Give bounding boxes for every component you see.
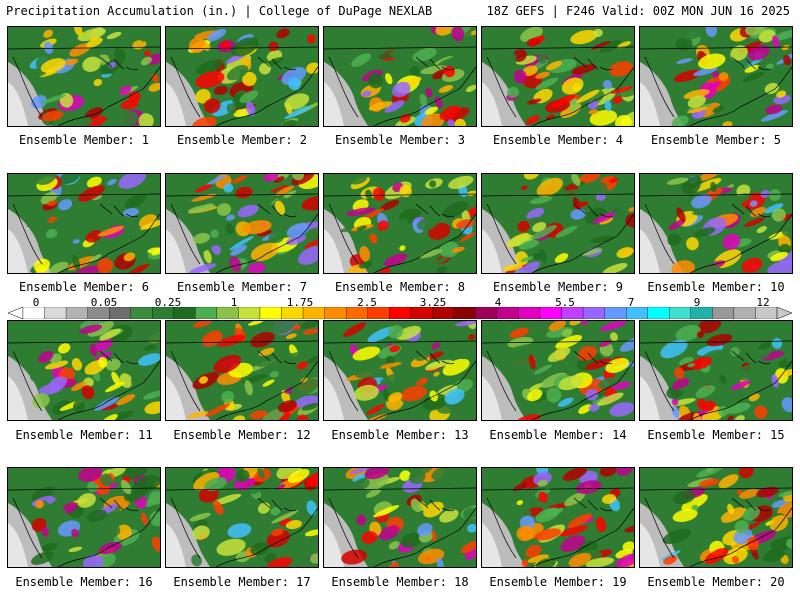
colorbar-tick-label: 3.25 <box>419 296 447 309</box>
precipitation-colorbar <box>8 307 792 319</box>
colorbar-tick-label: 0.05 <box>90 296 118 309</box>
ensemble-member-label: Ensemble Member: 1 <box>18 133 150 147</box>
ensemble-member-label: Ensemble Member: 18 <box>331 575 469 589</box>
ensemble-member-label: Ensemble Member: 7 <box>176 280 308 294</box>
ensemble-map-panel <box>639 173 793 274</box>
colorbar-segment <box>389 307 411 319</box>
ensemble-map-panel <box>165 26 319 127</box>
ensemble-map-panel <box>481 320 635 421</box>
colorbar-tick-label: 0 <box>32 296 40 309</box>
ensemble-map-panel <box>7 26 161 127</box>
precipitation-map <box>8 321 160 420</box>
precipitation-map <box>482 468 634 567</box>
ensemble-map-panel <box>7 320 161 421</box>
colorbar-tick-label: 0.25 <box>154 296 182 309</box>
precipitation-map <box>640 468 792 567</box>
ensemble-member-label: Ensemble Member: 20 <box>647 575 785 589</box>
ensemble-member-label: Ensemble Member: 16 <box>15 575 153 589</box>
ensemble-map-panel <box>323 173 477 274</box>
ensemble-member-label: Ensemble Member: 10 <box>647 280 785 294</box>
ensemble-member-label: Ensemble Member: 2 <box>176 133 308 147</box>
colorbar-segment <box>604 307 627 319</box>
colorbar-segment <box>712 307 735 319</box>
ensemble-member-label: Ensemble Member: 12 <box>173 428 311 442</box>
precipitation-map <box>8 174 160 273</box>
colorbar-tick-label: 7 <box>627 296 635 309</box>
precipitation-map <box>482 27 634 126</box>
precipitation-map <box>324 27 476 126</box>
colorbar-segment <box>195 307 218 319</box>
colorbar-segment <box>453 307 476 319</box>
colorbar-tick-label: 2.5 <box>357 296 377 309</box>
colorbar-segment <box>647 307 670 319</box>
ensemble-map-panel <box>639 320 793 421</box>
colorbar-segment <box>238 307 261 319</box>
ensemble-map-panel <box>481 467 635 568</box>
ensemble-map-panel <box>639 26 793 127</box>
colorbar-segment <box>259 307 282 319</box>
ensemble-map-panel <box>165 467 319 568</box>
ensemble-map-panel <box>165 173 319 274</box>
ensemble-map-panel <box>323 320 477 421</box>
colorbar-segment <box>324 307 347 319</box>
ensemble-map-panel <box>323 467 477 568</box>
colorbar-segment <box>44 307 67 319</box>
precipitation-map <box>166 174 318 273</box>
ensemble-member-label: Ensemble Member: 8 <box>334 280 466 294</box>
ensemble-map-panel <box>7 467 161 568</box>
ensemble-member-label: Ensemble Member: 11 <box>15 428 153 442</box>
ensemble-member-label: Ensemble Member: 3 <box>334 133 466 147</box>
ensemble-map-panel <box>481 26 635 127</box>
precipitation-map <box>482 321 634 420</box>
colorbar-segment <box>582 307 605 319</box>
ensemble-member-label: Ensemble Member: 9 <box>492 280 624 294</box>
colorbar-tick-label: 5.5 <box>555 296 575 309</box>
ensemble-member-label: Ensemble Member: 15 <box>647 428 785 442</box>
ensemble-map-panel <box>165 320 319 421</box>
ensemble-map-panel <box>481 173 635 274</box>
map-title: Precipitation Accumulation (in.) | Colle… <box>6 4 433 18</box>
colorbar-tick-label: 9 <box>693 296 701 309</box>
precipitation-map <box>324 321 476 420</box>
precipitation-map <box>166 27 318 126</box>
precipitation-map <box>640 321 792 420</box>
colorbar-segment <box>669 307 691 319</box>
ensemble-member-label: Ensemble Member: 13 <box>331 428 469 442</box>
precipitation-map <box>640 27 792 126</box>
colorbar-tick-label: 4 <box>494 296 502 309</box>
ensemble-member-label: Ensemble Member: 14 <box>489 428 627 442</box>
colorbar-tick-label: 1 <box>230 296 238 309</box>
ensemble-member-label: Ensemble Member: 5 <box>650 133 782 147</box>
colorbar-segment <box>130 307 153 319</box>
precipitation-map <box>640 174 792 273</box>
ensemble-member-label: Ensemble Member: 4 <box>492 133 624 147</box>
precipitation-map <box>8 27 160 126</box>
ensemble-member-label: Ensemble Member: 17 <box>173 575 311 589</box>
precipitation-map <box>482 174 634 273</box>
ensemble-map-panel <box>639 467 793 568</box>
precipitation-map <box>324 174 476 273</box>
precipitation-map <box>8 468 160 567</box>
precipitation-map <box>324 468 476 567</box>
colorbar-segment <box>65 307 88 319</box>
colorbar-tick-label: 1.75 <box>286 296 314 309</box>
colorbar-segment <box>518 307 541 319</box>
ensemble-map-panel <box>323 26 477 127</box>
model-run-label: 18Z GEFS | F246 Valid: 00Z MON JUN 16 20… <box>486 4 790 18</box>
ensemble-member-label: Ensemble Member: 6 <box>18 280 150 294</box>
ensemble-map-panel <box>7 173 161 274</box>
precipitation-map <box>166 468 318 567</box>
colorbar-tick-label: 12 <box>756 296 770 309</box>
colorbar-segment <box>733 307 756 319</box>
ensemble-member-label: Ensemble Member: 19 <box>489 575 627 589</box>
precipitation-map <box>166 321 318 420</box>
